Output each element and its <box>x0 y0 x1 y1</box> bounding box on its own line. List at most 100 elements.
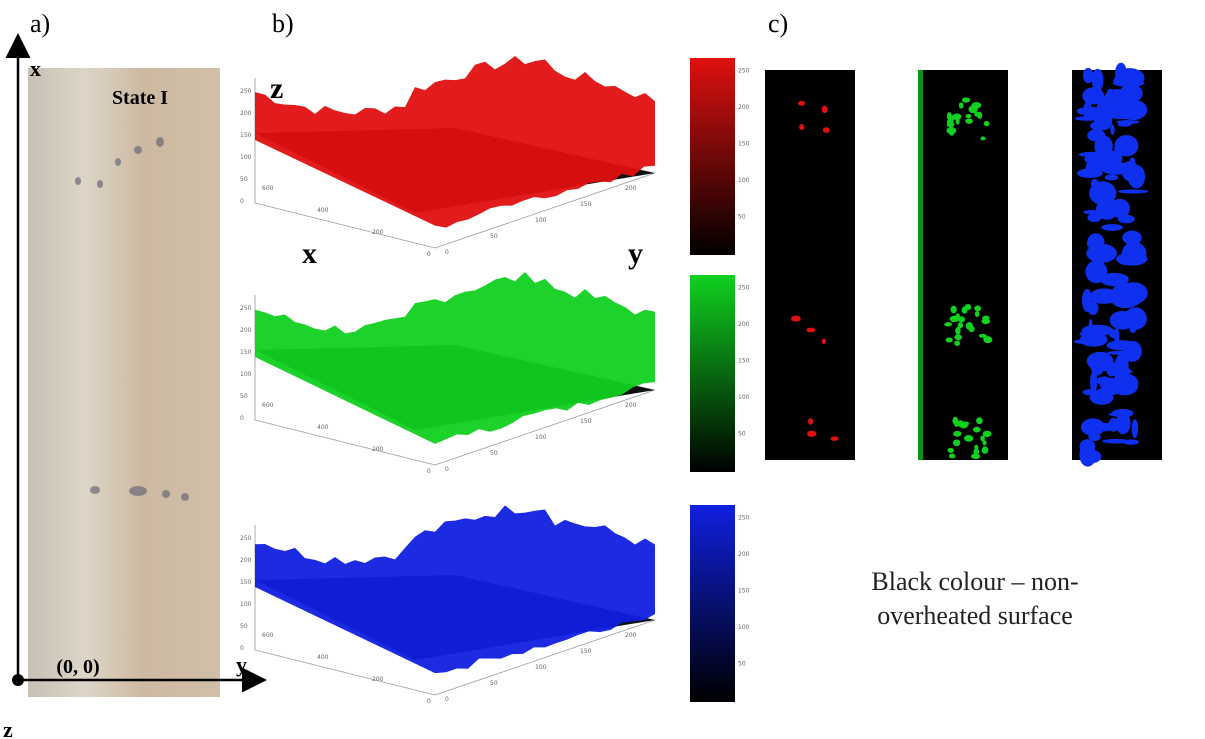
tick-label: 50 <box>240 623 248 630</box>
tick-label: 250 <box>240 305 252 312</box>
colorbar-tick: 100 <box>738 624 750 631</box>
spot <box>978 333 987 338</box>
spot <box>1131 419 1139 439</box>
spot <box>953 430 962 437</box>
colorbar-tick: 100 <box>738 177 750 184</box>
tick-label: 100 <box>535 217 547 224</box>
tick-label: 200 <box>372 676 384 683</box>
spot <box>1087 233 1105 252</box>
axis-frame <box>254 525 656 696</box>
layout <box>5 33 267 697</box>
spot <box>1089 121 1109 131</box>
spot <box>1122 230 1142 245</box>
spot <box>963 435 974 442</box>
tick-label: 200 <box>240 557 252 564</box>
tick-label: 600 <box>262 185 274 192</box>
spot <box>980 136 986 141</box>
spot <box>954 334 963 341</box>
spot <box>954 340 961 346</box>
spot <box>1076 106 1104 116</box>
axis-frame <box>254 78 656 249</box>
spot <box>982 315 990 321</box>
spot <box>1083 210 1100 215</box>
tick-label: 0 <box>445 249 449 256</box>
tick-label: 150 <box>580 648 592 655</box>
spot <box>945 337 953 343</box>
tick-label: 400 <box>317 654 329 661</box>
colorbar-tick: 100 <box>738 394 750 401</box>
spot <box>977 111 983 119</box>
spot <box>1117 189 1149 194</box>
spot <box>1113 287 1143 308</box>
colorbar-tick: 50 <box>738 214 746 221</box>
spot <box>1116 252 1148 266</box>
spot <box>1089 288 1119 304</box>
spot <box>972 426 981 433</box>
spot <box>799 124 805 131</box>
spot <box>1097 386 1119 396</box>
spot <box>1111 408 1134 418</box>
tick-label: 100 <box>240 154 252 161</box>
photo-spots <box>75 137 189 501</box>
axis-label: z <box>3 717 13 739</box>
tick-label: 0 <box>427 251 431 258</box>
spot <box>1115 412 1131 435</box>
tick-label: 150 <box>240 579 252 586</box>
colorbar-tick: 150 <box>738 358 750 365</box>
tick-label: 0 <box>240 645 244 652</box>
tick-label: 600 <box>262 402 274 409</box>
spot <box>952 416 959 425</box>
colorbar <box>690 505 735 702</box>
spot <box>1118 99 1148 121</box>
tick-label: 0 <box>427 468 431 475</box>
spot <box>974 311 980 317</box>
origin-label: (0, 0) <box>56 656 99 678</box>
spot <box>955 313 960 319</box>
tick-label: 100 <box>535 434 547 441</box>
spot <box>821 105 828 114</box>
spot <box>976 417 983 425</box>
colorbar-tick: 200 <box>738 321 750 328</box>
axis-label: x <box>30 56 41 81</box>
tick-label: 50 <box>240 176 248 183</box>
tick-label: 250 <box>240 88 252 95</box>
axis-label: z <box>270 72 283 105</box>
spot <box>1122 136 1128 148</box>
tick-label: 150 <box>240 132 252 139</box>
spot <box>968 325 975 333</box>
spot <box>965 114 972 119</box>
thermal-image <box>1072 62 1162 467</box>
axis-label: y <box>236 652 247 677</box>
colorbar-tick: 200 <box>738 551 750 558</box>
spot <box>974 444 979 450</box>
surface-plot: 0 50 100 150 200 250 0 200 400 600 0 50 100 150 200 50 1… <box>240 271 750 475</box>
spot <box>807 430 817 437</box>
origin-dot <box>12 674 24 686</box>
tick-label: 250 <box>240 535 252 542</box>
tick-label: 200 <box>625 185 637 192</box>
surface-plot: 0 50 100 150 200 250 0 200 400 600 0 50 100 150 200 50 1… <box>240 505 750 705</box>
spot <box>952 439 961 447</box>
panel-label: b) <box>272 9 294 38</box>
spot <box>1080 418 1105 436</box>
thermal-image <box>918 70 1008 460</box>
tick-label: 50 <box>490 233 498 240</box>
spot <box>1090 178 1099 189</box>
spot <box>948 453 956 459</box>
spot <box>1129 157 1136 166</box>
tick-label: 400 <box>317 207 329 214</box>
spot <box>1106 88 1115 105</box>
spot <box>1088 432 1101 442</box>
spot <box>971 102 982 109</box>
axis-label: x <box>302 237 317 270</box>
tick-label: 400 <box>317 424 329 431</box>
spot <box>965 118 973 124</box>
spot <box>980 435 985 442</box>
tick-label: 0 <box>445 696 449 703</box>
surface-plot: 0 50 100 150 200 250 0 200 400 600 0 50 100 150 200 50 1… <box>240 55 750 258</box>
spot <box>1110 124 1115 136</box>
spot <box>822 127 830 133</box>
spot <box>1099 272 1129 287</box>
colorbar <box>690 58 735 255</box>
